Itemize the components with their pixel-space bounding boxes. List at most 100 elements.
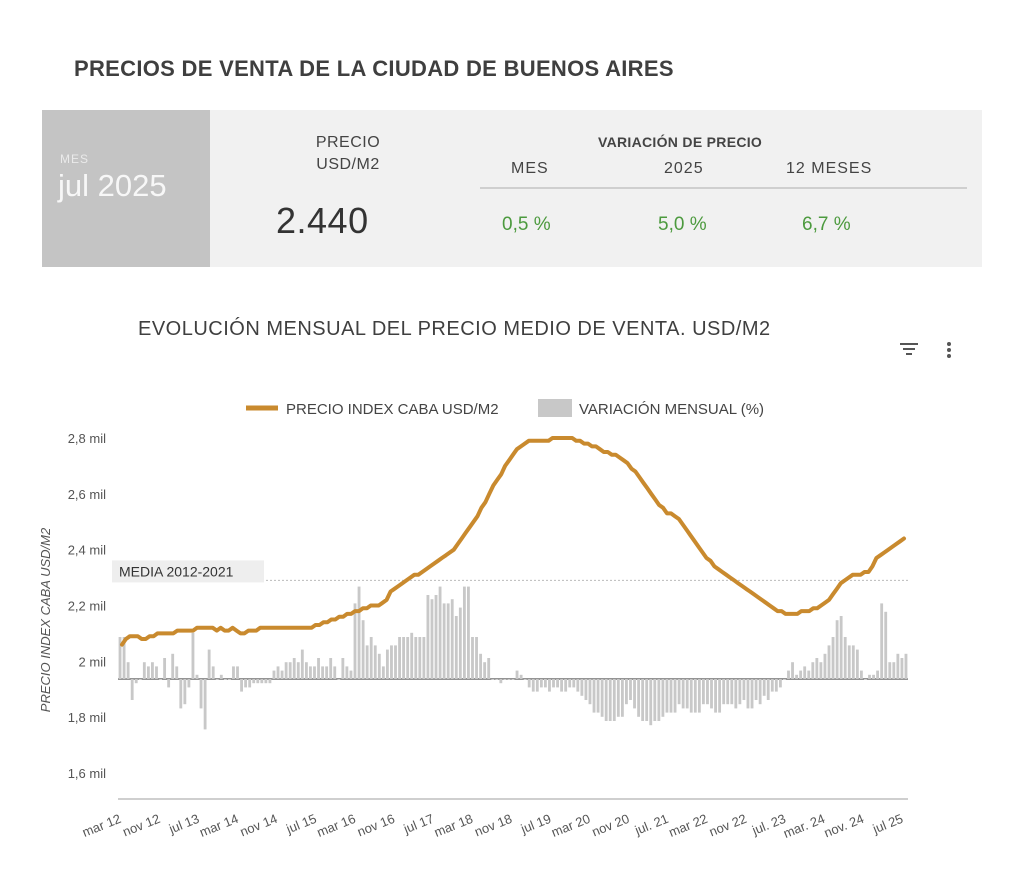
variation-bar bbox=[325, 666, 329, 679]
y-tick-label: 2,6 mil bbox=[68, 487, 106, 502]
variation-bar bbox=[321, 666, 325, 679]
price-label: PRECIO USD/M2 bbox=[288, 132, 408, 176]
variation-bar bbox=[284, 662, 288, 679]
variation-bar bbox=[207, 649, 211, 679]
variation-bar bbox=[309, 666, 312, 679]
variation-bar bbox=[539, 679, 543, 688]
variation-bar bbox=[839, 616, 843, 679]
variation-bar bbox=[787, 670, 790, 679]
variation-bar bbox=[240, 679, 243, 692]
variation-bar bbox=[369, 637, 373, 679]
variation-bar bbox=[742, 679, 746, 700]
variation-bar bbox=[151, 662, 154, 679]
variation-bar bbox=[499, 679, 503, 684]
variation-bar bbox=[260, 679, 264, 684]
variation-bar bbox=[620, 679, 624, 717]
variation-bar bbox=[681, 679, 685, 709]
chart-legend[interactable]: PRECIO INDEX CABA USD/M2 VARIACIÓN MENSU… bbox=[246, 399, 764, 418]
variation-bar bbox=[264, 679, 268, 684]
variation-bar bbox=[272, 670, 276, 679]
filter-icon[interactable] bbox=[898, 340, 920, 363]
x-tick-label: jul 13 bbox=[166, 811, 201, 837]
variation-bar bbox=[641, 679, 645, 721]
variation-bar bbox=[625, 679, 628, 705]
variation-bar bbox=[564, 679, 568, 692]
variation-bar bbox=[892, 662, 896, 679]
variation-bar bbox=[697, 679, 701, 713]
variation-bar bbox=[568, 679, 572, 688]
variation-bar bbox=[357, 586, 361, 679]
variation-bar bbox=[458, 607, 462, 679]
variation-bar bbox=[179, 679, 183, 709]
variation-bar bbox=[762, 679, 766, 696]
variation-bar bbox=[677, 679, 681, 705]
variation-bar bbox=[292, 658, 296, 679]
variation-bar bbox=[467, 586, 470, 679]
variation-bar bbox=[167, 679, 171, 688]
variation-bar bbox=[471, 637, 474, 679]
variation-bar bbox=[823, 653, 827, 679]
variation-bar bbox=[126, 662, 130, 679]
variation-bar bbox=[588, 679, 592, 705]
variation-bar bbox=[515, 670, 519, 679]
variation-bar bbox=[876, 670, 880, 679]
variation-bar bbox=[815, 658, 819, 679]
y-tick-label: 1,6 mil bbox=[68, 766, 106, 781]
variation-bar bbox=[766, 679, 770, 700]
variation-bar bbox=[770, 679, 774, 692]
variation-bar bbox=[633, 679, 636, 709]
variation-bar bbox=[142, 662, 146, 679]
variation-bar bbox=[280, 670, 284, 679]
variation-bar bbox=[118, 637, 122, 679]
x-tick-label: jul 17 bbox=[401, 811, 436, 837]
page-title: PRECIOS DE VENTA DE LA CIUDAD DE BUENOS … bbox=[74, 56, 674, 81]
variation-bar bbox=[195, 674, 199, 679]
variation-bar bbox=[390, 645, 393, 679]
variation-bar bbox=[576, 679, 580, 692]
variation-bar bbox=[337, 679, 341, 680]
y-tick-label: 2,2 mil bbox=[68, 599, 106, 614]
x-tick-label: nov 16 bbox=[355, 811, 397, 840]
x-tick-label: jul. 23 bbox=[749, 811, 788, 838]
variation-bar bbox=[778, 679, 782, 688]
variation-bar bbox=[548, 679, 551, 692]
divider bbox=[480, 187, 967, 189]
variation-bar bbox=[365, 645, 369, 679]
variation-bar bbox=[491, 679, 495, 680]
variation-bar bbox=[138, 679, 142, 680]
variation-bar bbox=[155, 666, 158, 679]
variation-bar bbox=[560, 679, 564, 692]
x-tick-label: nov 20 bbox=[590, 811, 632, 840]
reference-label: MEDIA 2012-2021 bbox=[119, 563, 234, 579]
variation-bar bbox=[795, 674, 799, 679]
month-box[interactable]: MES jul 2025 bbox=[42, 110, 210, 267]
y-axis-label: PRECIO INDEX CABA USD/M2 bbox=[38, 527, 53, 712]
variation-bar bbox=[175, 666, 179, 679]
price-label-line-1: PRECIO bbox=[315, 134, 381, 151]
variation-bar bbox=[183, 679, 187, 705]
variation-bar bbox=[454, 616, 458, 679]
variation-bar bbox=[859, 670, 863, 679]
variation-value-year: 5,0 % bbox=[658, 214, 707, 235]
variation-bar bbox=[203, 679, 207, 730]
x-tick-label: jul 25 bbox=[870, 811, 905, 837]
variation-bar bbox=[215, 679, 219, 680]
y-tick-label: 2,4 mil bbox=[68, 543, 106, 558]
variation-bar bbox=[673, 679, 677, 713]
variation-bar bbox=[864, 679, 867, 680]
variation-bar bbox=[426, 595, 430, 679]
more-vert-icon[interactable] bbox=[944, 340, 954, 365]
variation-bar bbox=[223, 679, 227, 680]
variation-bar bbox=[394, 645, 397, 679]
variation-bar bbox=[592, 679, 596, 713]
chart-title: EVOLUCIÓN MENSUAL DEL PRECIO MEDIO DE VE… bbox=[138, 318, 771, 340]
variation-bar bbox=[665, 679, 669, 713]
price-line bbox=[120, 436, 906, 647]
variation-value-12m: 6,7 % bbox=[802, 214, 851, 235]
variation-bar bbox=[414, 637, 418, 679]
variation-bar bbox=[714, 679, 717, 713]
variation-bar bbox=[722, 679, 726, 705]
x-tick-label: jul 15 bbox=[283, 811, 318, 837]
variation-bar bbox=[475, 637, 478, 679]
variation-bar bbox=[701, 679, 705, 705]
